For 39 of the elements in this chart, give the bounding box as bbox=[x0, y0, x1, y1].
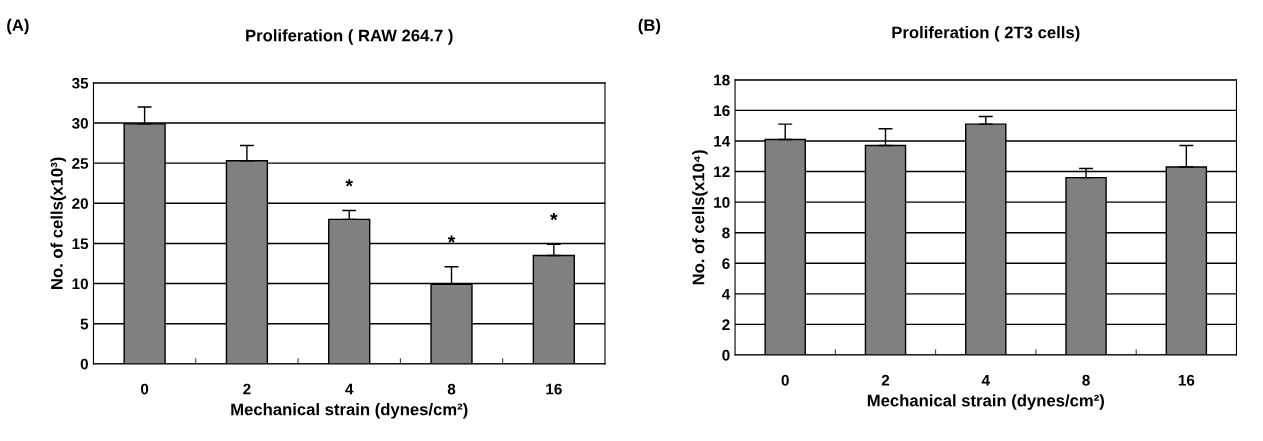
y-tick-label: 6 bbox=[722, 258, 730, 269]
x-tick-label: 8 bbox=[1082, 374, 1090, 386]
y-tick-label: 12 bbox=[714, 166, 730, 178]
chart-title: Proliferation ( 2T3 cells) bbox=[892, 26, 1080, 42]
x-axis-title: Mechanical strain (dynes/cm²) bbox=[867, 394, 1104, 410]
x-tick-label: 4 bbox=[981, 375, 990, 386]
x-tick-label: 0 bbox=[781, 374, 789, 386]
x-tick-label: 2 bbox=[243, 383, 251, 395]
y-tick-label: 5 bbox=[80, 318, 89, 330]
y-tick-label: 10 bbox=[714, 196, 730, 208]
annotation: * bbox=[550, 212, 558, 221]
text: (B) bbox=[638, 18, 661, 35]
y-tick-label: 4 bbox=[721, 288, 731, 300]
y-tick-label: 15 bbox=[72, 238, 89, 250]
annotation: * bbox=[345, 179, 353, 187]
x-tick-label: 16 bbox=[546, 383, 562, 395]
x-tick-label: 2 bbox=[881, 374, 890, 386]
y-tick-label: 14 bbox=[714, 136, 731, 147]
y-tick-label: 2 bbox=[722, 319, 730, 330]
y-tick-label: 0 bbox=[80, 358, 88, 370]
text: (A) bbox=[7, 18, 29, 35]
y-tick-label: 8 bbox=[722, 227, 730, 239]
y-tick-label: 18 bbox=[714, 74, 730, 86]
x-tick-label: 4 bbox=[345, 383, 354, 395]
y-axis-title: No. of cells(x10³) bbox=[50, 157, 67, 289]
x-tick-label: 0 bbox=[140, 383, 149, 395]
y-tick-label: 30 bbox=[71, 117, 88, 129]
y-tick-label: 25 bbox=[72, 158, 89, 169]
y-tick-label: 0 bbox=[722, 349, 730, 361]
chart-title: Proliferation ( RAW 264.7 ) bbox=[246, 29, 453, 45]
y-tick-label: 10 bbox=[72, 278, 88, 290]
x-tick-label: 16 bbox=[1178, 374, 1195, 386]
x-axis-title: Mechanical strain (dynes/cm²) bbox=[231, 403, 468, 419]
y-tick-label: 16 bbox=[714, 105, 730, 117]
y-tick-label: 20 bbox=[72, 198, 88, 209]
x-tick-label: 8 bbox=[447, 383, 456, 395]
y-axis-title: No. of cells(x10⁴) bbox=[692, 150, 708, 285]
annotation: * bbox=[447, 235, 456, 243]
y-tick-label: 35 bbox=[71, 77, 89, 89]
